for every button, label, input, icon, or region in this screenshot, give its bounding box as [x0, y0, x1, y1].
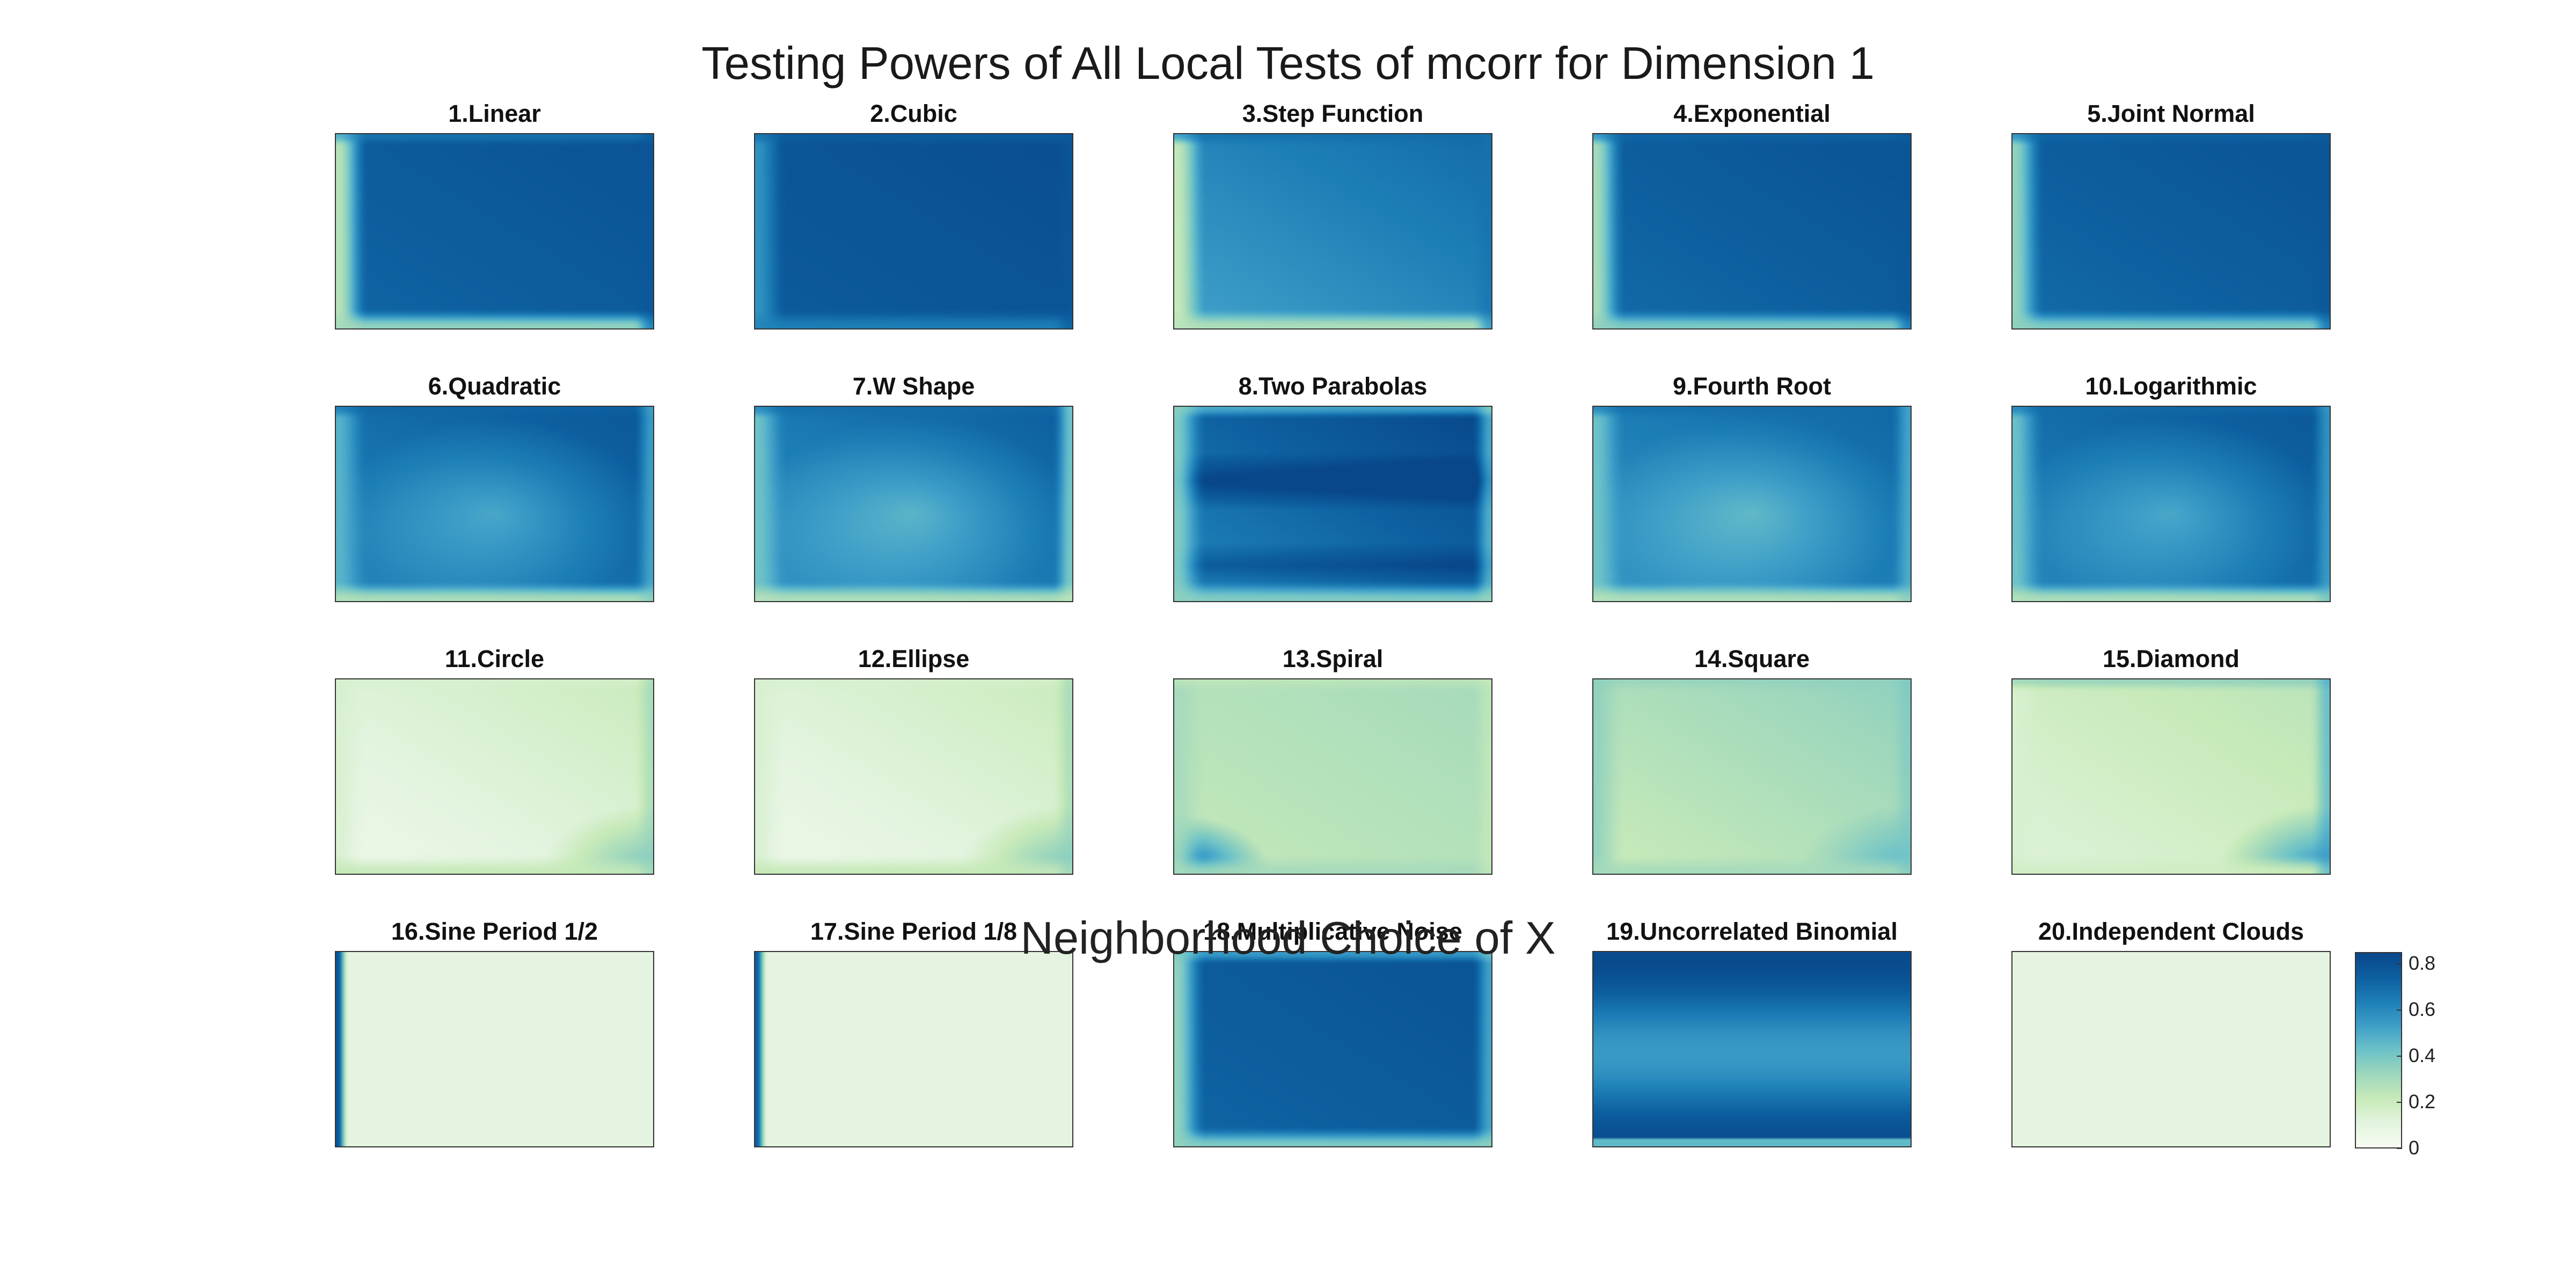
panel-title: 10.Logarithmic [2085, 372, 2257, 400]
colorbar-tick-label: 0.2 [2409, 1090, 2436, 1113]
heatmap-canvas [336, 407, 653, 601]
panel-title: 6.Quadratic [428, 372, 561, 400]
panel-title: 4.Exponential [1673, 100, 1831, 127]
colorbar-tick-mark [2397, 1009, 2402, 1011]
heatmap-panel [754, 406, 1073, 602]
heatmap-canvas [336, 679, 653, 874]
heatmap-panel [335, 406, 654, 602]
x-axis-label: Neighborhood Choice of X [1020, 913, 1556, 964]
heatmap-panel [335, 678, 654, 875]
heatmap-canvas [1593, 952, 1911, 1146]
heatmap-panel [1173, 406, 1492, 602]
heatmap-panel [1592, 406, 1912, 602]
heatmap-panel [754, 678, 1073, 875]
heatmap-panel [1173, 951, 1492, 1147]
colorbar-tick-label: 0.8 [2409, 952, 2436, 974]
colorbar-tick-label: 0.4 [2409, 1044, 2436, 1066]
heatmap-canvas [1174, 407, 1491, 601]
heatmap-canvas [2012, 679, 2330, 874]
heatmap-panel [2011, 678, 2331, 875]
heatmap-panel [1173, 678, 1492, 875]
colorbar-tick-mark [2397, 963, 2402, 964]
panel-title: 17.Sine Period 1/8 [810, 918, 1018, 945]
heatmap-panel [1592, 678, 1912, 875]
heatmap-panel [754, 951, 1073, 1147]
chart-title: Testing Powers of All Local Tests of mco… [701, 38, 1875, 89]
panel-title: 12.Ellipse [858, 645, 970, 672]
panel-title: 2.Cubic [870, 100, 957, 127]
panel-title: 18.Multiplicative Noise [1203, 918, 1462, 945]
heatmap-panel [754, 133, 1073, 330]
panel-title: 13.Spiral [1282, 645, 1384, 672]
heatmap-canvas [755, 952, 1072, 1146]
heatmap-panel [335, 133, 654, 330]
heatmap-canvas [1593, 679, 1911, 874]
heatmap-canvas [1174, 679, 1491, 874]
panel-title: 14.Square [1694, 645, 1810, 672]
panel-title: 7.W Shape [852, 372, 975, 400]
heatmap-canvas [336, 952, 653, 1146]
heatmap-panel [335, 951, 654, 1147]
heatmap-canvas [2012, 952, 2330, 1146]
panel-title: 16.Sine Period 1/2 [391, 918, 598, 945]
panel-title: 3.Step Function [1242, 100, 1424, 127]
heatmap-panel [1592, 133, 1912, 330]
heatmap-canvas [2012, 407, 2330, 601]
colorbar-tick-label: 0.6 [2409, 998, 2436, 1020]
heatmap-canvas [1593, 407, 1911, 601]
heatmap-canvas [1174, 952, 1491, 1146]
panel-title: 1.Linear [448, 100, 541, 127]
panel-title: 11.Circle [444, 645, 545, 672]
heatmap-panel [1592, 951, 1912, 1147]
heatmap-canvas [1593, 134, 1911, 328]
heatmap-canvas [755, 679, 1072, 874]
panel-title: 5.Joint Normal [2087, 100, 2255, 127]
heatmap-panel [2011, 133, 2331, 330]
heatmap-canvas [755, 134, 1072, 328]
heatmap-panel [1173, 133, 1492, 330]
colorbar [2355, 952, 2402, 1148]
heatmap-panel [2011, 406, 2331, 602]
panel-title: 9.Fourth Root [1673, 372, 1831, 400]
panel-title: 19.Uncorrelated Binomial [1606, 918, 1898, 945]
colorbar-tick-mark [2397, 1055, 2402, 1057]
panel-title: 20.Independent Clouds [2038, 918, 2304, 945]
colorbar-tick-mark [2397, 1148, 2402, 1149]
heatmap-canvas [1174, 134, 1491, 328]
heatmap-canvas [336, 134, 653, 328]
heatmap-panel [2011, 951, 2331, 1147]
colorbar-tick-label: 0 [2409, 1137, 2420, 1159]
colorbar-tick-mark [2397, 1101, 2402, 1103]
heatmap-canvas [2012, 134, 2330, 328]
heatmap-canvas [755, 407, 1072, 601]
panel-title: 15.Diamond [2102, 645, 2240, 672]
panel-title: 8.Two Parabolas [1238, 372, 1428, 400]
